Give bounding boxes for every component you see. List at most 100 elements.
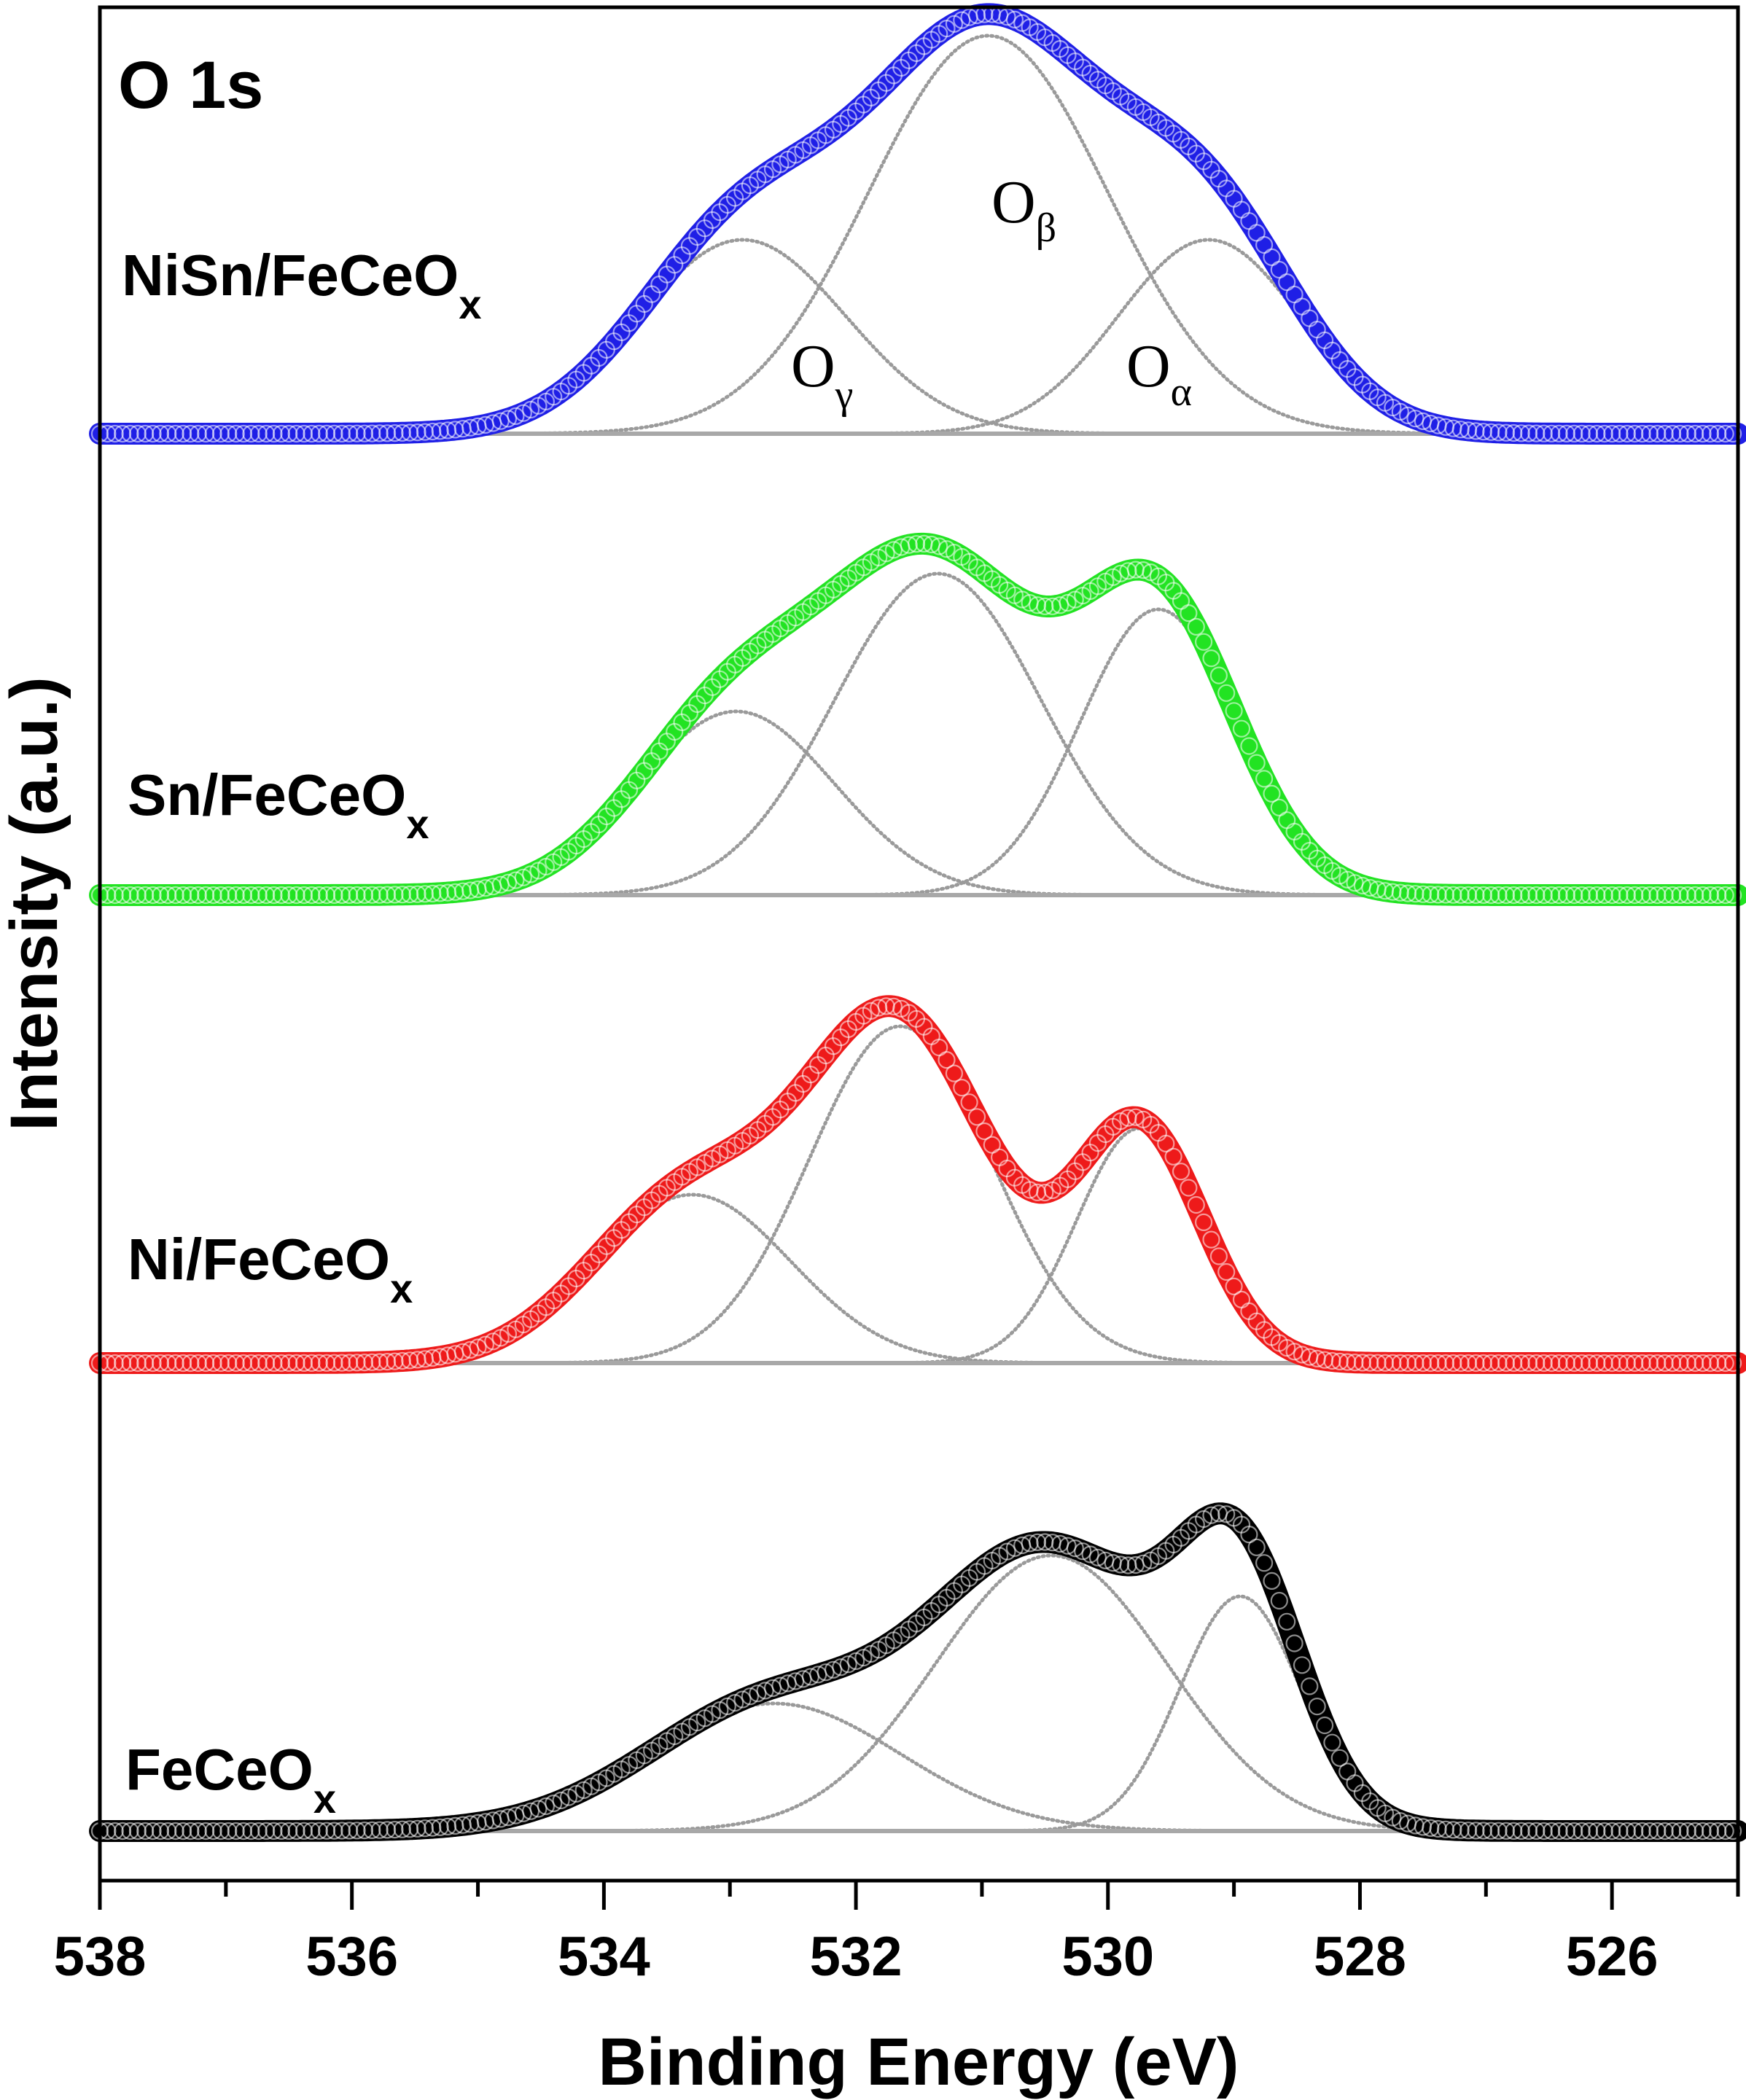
fit-marker-2 bbox=[318, 1354, 336, 1372]
fit-marker-3 bbox=[1550, 1822, 1568, 1841]
fit-marker-0 bbox=[1572, 424, 1591, 443]
fit-marker-1 bbox=[408, 885, 426, 903]
fit-marker-3 bbox=[272, 1822, 290, 1840]
fit-marker-3 bbox=[1308, 1698, 1326, 1716]
fit-marker-0 bbox=[189, 424, 207, 443]
fit-marker-1 bbox=[1247, 754, 1266, 772]
fit-marker-3 bbox=[257, 1822, 276, 1840]
fit-marker-3 bbox=[1671, 1822, 1689, 1841]
fit-marker-2 bbox=[975, 1122, 994, 1141]
fit-marker-2 bbox=[938, 1050, 956, 1069]
fit-marker-0 bbox=[257, 424, 276, 443]
fit-marker-3 bbox=[1520, 1822, 1538, 1840]
fit-marker-2 bbox=[1361, 1354, 1379, 1372]
fit-marker-0 bbox=[295, 424, 313, 443]
fit-marker-3 bbox=[340, 1822, 359, 1840]
fit-marker-2 bbox=[159, 1354, 177, 1373]
fit-marker-3 bbox=[1066, 1539, 1084, 1558]
chart-title: O 1s bbox=[118, 48, 263, 122]
fit-marker-1 bbox=[325, 886, 343, 905]
fit-marker-3 bbox=[839, 1655, 857, 1674]
fit-marker-2 bbox=[303, 1354, 321, 1373]
fit-marker-1 bbox=[1444, 886, 1462, 904]
fit-marker-2 bbox=[189, 1354, 207, 1373]
fit-marker-3 bbox=[159, 1822, 177, 1841]
fit-marker-0 bbox=[204, 424, 222, 443]
fit-marker-2 bbox=[370, 1353, 389, 1371]
fit-marker-2 bbox=[1482, 1354, 1500, 1373]
fit-marker-3 bbox=[114, 1822, 132, 1841]
fit-marker-1 bbox=[1422, 885, 1440, 904]
fit-marker-1 bbox=[121, 886, 139, 905]
fit-marker-2 bbox=[1164, 1147, 1182, 1166]
fit-marker-0 bbox=[1633, 424, 1651, 443]
fit-marker-0 bbox=[1678, 424, 1696, 443]
envelope-curve-2 bbox=[89, 995, 1746, 1374]
fit-marker-3 bbox=[1505, 1822, 1523, 1840]
fit-marker-3 bbox=[824, 1660, 843, 1679]
fit-marker-1 bbox=[378, 886, 397, 904]
fit-marker-0 bbox=[507, 407, 525, 426]
fit-marker-3 bbox=[151, 1822, 170, 1841]
fit-marker-2 bbox=[249, 1354, 268, 1373]
fit-marker-3 bbox=[1724, 1822, 1742, 1841]
fit-marker-1 bbox=[424, 884, 442, 903]
fit-marker-3 bbox=[725, 1694, 744, 1712]
fit-marker-0 bbox=[1694, 424, 1712, 443]
fit-marker-1 bbox=[1225, 702, 1243, 720]
fit-marker-2 bbox=[1036, 1183, 1054, 1202]
fit-marker-2 bbox=[1543, 1354, 1561, 1373]
fit-marker-3 bbox=[1678, 1822, 1696, 1841]
fit-marker-1 bbox=[1603, 886, 1621, 905]
x-tick-label: 534 bbox=[558, 1926, 650, 1988]
fit-marker-1 bbox=[1701, 886, 1720, 905]
fit-marker-2 bbox=[870, 999, 888, 1017]
fit-marker-3 bbox=[1543, 1822, 1561, 1841]
fit-marker-3 bbox=[363, 1821, 381, 1839]
label-o-gamma: Oγ bbox=[791, 332, 853, 418]
fit-marker-2 bbox=[1512, 1354, 1530, 1373]
fit-marker-1 bbox=[1610, 886, 1629, 905]
fit-marker-2 bbox=[1467, 1354, 1485, 1373]
fit-marker-3 bbox=[370, 1821, 389, 1839]
fit-marker-3 bbox=[219, 1822, 238, 1841]
fit-marker-1 bbox=[1694, 886, 1712, 905]
fit-marker-1 bbox=[1588, 886, 1606, 905]
label-o-beta-sub: β bbox=[1036, 206, 1057, 251]
fit-marker-3 bbox=[733, 1690, 752, 1709]
fit-marker-2 bbox=[151, 1354, 170, 1373]
fit-marker-2 bbox=[1603, 1354, 1621, 1373]
fit-marker-2 bbox=[1459, 1354, 1478, 1373]
fit-marker-0 bbox=[136, 424, 155, 443]
fit-marker-2 bbox=[355, 1353, 374, 1372]
fit-marker-3 bbox=[325, 1822, 343, 1840]
series-label-ni-sub: x bbox=[390, 1265, 413, 1311]
fit-marker-0 bbox=[1398, 406, 1417, 425]
fit-marker-1 bbox=[1217, 684, 1236, 702]
fit-marker-1 bbox=[1543, 886, 1561, 905]
fit-marker-3 bbox=[1482, 1822, 1500, 1840]
fit-marker-3 bbox=[537, 1797, 556, 1816]
fit-marker-3 bbox=[211, 1822, 230, 1841]
fit-marker-1 bbox=[507, 871, 525, 889]
fit-marker-0 bbox=[1527, 424, 1546, 442]
fit-marker-1 bbox=[219, 886, 238, 905]
fit-marker-2 bbox=[1180, 1179, 1198, 1197]
fit-marker-3 bbox=[355, 1822, 374, 1840]
fit-marker-1 bbox=[1263, 784, 1281, 803]
fit-marker-2 bbox=[1588, 1354, 1606, 1373]
fit-marker-3 bbox=[529, 1800, 547, 1818]
component-o-beta-curve-2 bbox=[98, 1024, 1740, 1365]
fit-marker-2 bbox=[197, 1354, 215, 1373]
fit-marker-2 bbox=[386, 1352, 404, 1370]
fit-marker-2 bbox=[1664, 1354, 1682, 1373]
fit-marker-0 bbox=[332, 424, 351, 443]
fit-marker-1 bbox=[204, 886, 222, 905]
fit-marker-3 bbox=[106, 1822, 124, 1841]
fit-marker-2 bbox=[1422, 1354, 1440, 1373]
x-tick-label: 538 bbox=[54, 1926, 147, 1988]
fit-marker-0 bbox=[318, 424, 336, 443]
fit-marker-3 bbox=[1716, 1822, 1734, 1841]
fit-marker-0 bbox=[303, 424, 321, 443]
fit-marker-2 bbox=[1187, 1195, 1205, 1214]
